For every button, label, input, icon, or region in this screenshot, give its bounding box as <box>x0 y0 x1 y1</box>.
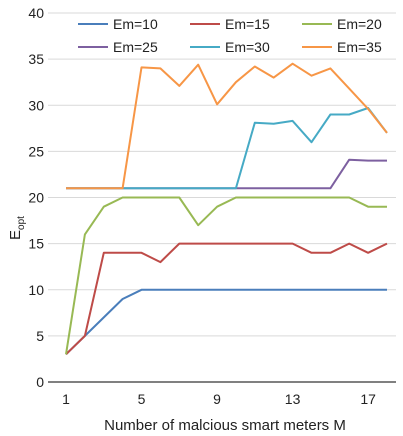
series-line-em-35 <box>66 62 388 190</box>
x-tick-labels: 1 5 9 13 17 <box>62 391 376 407</box>
x-tick-label-0: 1 <box>62 391 70 407</box>
y-axis-label: Eopt <box>7 216 27 240</box>
y-tick-label-2: 10 <box>28 282 44 298</box>
legend-label-em-35: Em=35 <box>337 39 382 55</box>
legend-label-em-30: Em=30 <box>225 39 270 55</box>
series-line-em-15 <box>65 242 388 356</box>
legend-label-em-15: Em=15 <box>225 16 270 32</box>
legend-label-em-20: Em=20 <box>337 16 382 32</box>
y-tick-label-7: 35 <box>28 51 44 67</box>
gridlines <box>48 12 396 337</box>
y-tick-label-5: 25 <box>28 143 44 159</box>
y-tick-label-1: 5 <box>36 328 44 344</box>
y-tick-label-0: 0 <box>36 374 44 390</box>
y-tick-label-4: 20 <box>28 190 44 206</box>
y-tick-label-3: 15 <box>28 236 44 252</box>
y-tick-label-6: 30 <box>28 97 44 113</box>
x-tick-label-3: 13 <box>285 391 301 407</box>
y-axis-label-main: E <box>7 230 24 240</box>
y-tick-labels: 0 5 10 15 20 25 30 35 40 <box>28 5 44 390</box>
series-line-em-25 <box>66 158 387 190</box>
y-axis-label-sub: opt <box>16 216 27 230</box>
series-line-em-10 <box>65 288 387 356</box>
x-tick-label-1: 5 <box>138 391 146 407</box>
x-axis-label: Number of malcious smart meters M <box>104 417 346 434</box>
series-line-em-20 <box>65 196 387 355</box>
x-tick-label-2: 9 <box>213 391 221 407</box>
legend-label-em-25: Em=25 <box>113 39 158 55</box>
legend-label-em-10: Em=10 <box>113 16 158 32</box>
legend: Em=10 Em=15 Em=20 Em=25 Em=30 Em=35 <box>78 16 382 55</box>
x-tick-label-4: 17 <box>360 391 376 407</box>
y-tick-label-8: 40 <box>28 5 44 21</box>
series-lines <box>65 62 388 356</box>
